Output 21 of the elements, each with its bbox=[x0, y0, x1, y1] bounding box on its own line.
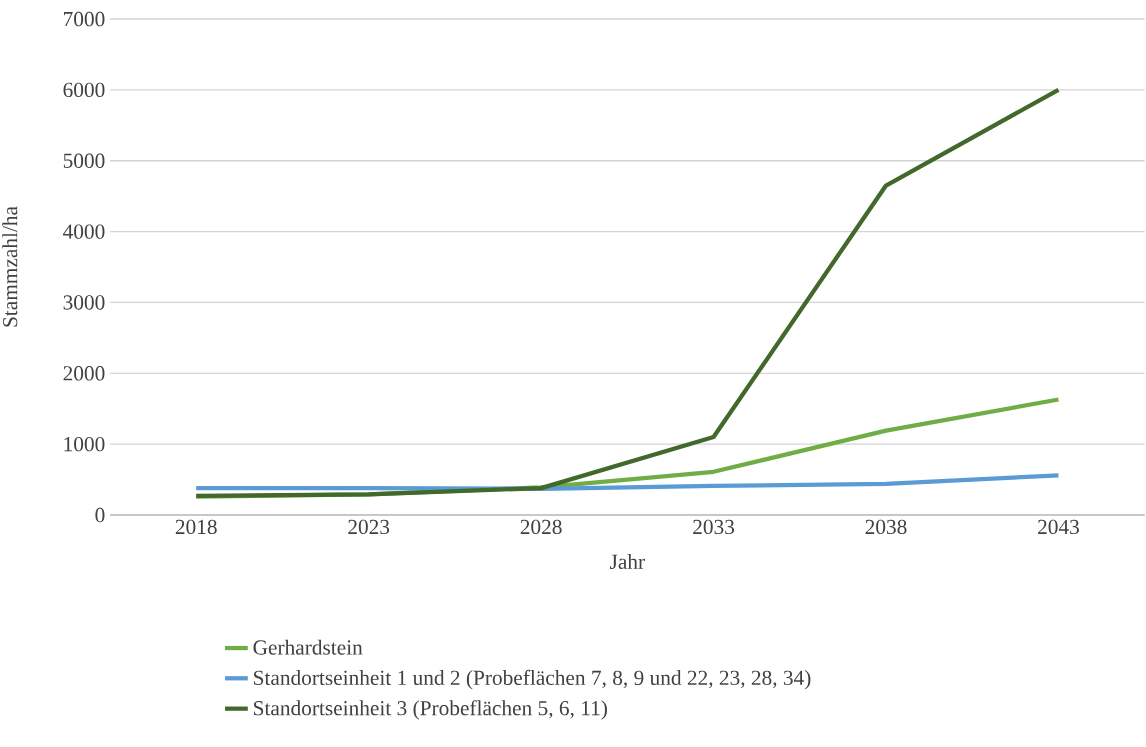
y-tick-label: 1000 bbox=[64, 436, 105, 452]
y-tick-label: 2000 bbox=[63, 366, 105, 381]
legend-label: Gerhardstein bbox=[253, 639, 363, 655]
line-series bbox=[194, 87, 1061, 499]
x-tick-label: 2023 bbox=[348, 519, 390, 535]
y-tick-label: 6000 bbox=[63, 82, 105, 98]
x-axis-title: Jahr bbox=[610, 553, 645, 569]
y-tick-label: 4000 bbox=[63, 224, 105, 239]
x-tick-label: 2038 bbox=[865, 519, 907, 535]
y-tick-label: 7000 bbox=[64, 11, 105, 27]
x-tick-label: 2043 bbox=[1038, 519, 1079, 535]
x-tick-label: 2028 bbox=[520, 519, 562, 535]
line-series bbox=[194, 473, 1061, 491]
y-tick-label: 5000 bbox=[63, 153, 105, 168]
legend-label: Standortseinheit 1 und 2 (Probeflächen 7, 8, 9 und 22, 23, 28, 34) bbox=[254, 669, 811, 690]
y-tick-label: 3000 bbox=[63, 295, 105, 310]
y-axis-title: Stammzahl/ha bbox=[2, 206, 18, 327]
x-tick-label: 2033 bbox=[693, 519, 735, 535]
x-tick-label: 2018 bbox=[175, 519, 217, 535]
y-tick-label: 0 bbox=[95, 507, 105, 523]
legend-label: Standortseinheit 3 (Probeflächen 5, 6, 11) bbox=[254, 700, 607, 720]
